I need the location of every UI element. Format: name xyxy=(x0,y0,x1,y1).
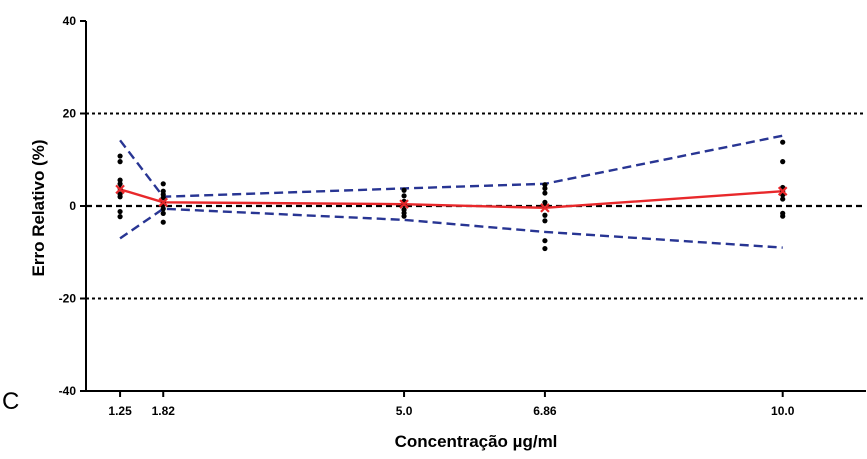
data-point-3-6 xyxy=(542,218,548,224)
panel-label: C xyxy=(2,388,19,415)
data-point-0-2 xyxy=(117,177,123,183)
mean-marker-2 xyxy=(399,199,409,209)
data-point-3-5 xyxy=(542,212,548,218)
x-tick-label-4: 10.0 xyxy=(771,404,795,418)
data-point-0-0 xyxy=(117,153,123,159)
mean-marker-0 xyxy=(115,184,125,195)
x-tick-label-3: 6.86 xyxy=(533,404,557,418)
data-point-0-8 xyxy=(117,214,123,220)
data-point-4-0 xyxy=(780,139,786,145)
data-point-3-8 xyxy=(542,245,548,252)
data-point-1-8 xyxy=(160,219,166,225)
y-tick-label-0: -40 xyxy=(59,384,77,398)
data-point-3-1 xyxy=(542,185,548,192)
data-point-1-3 xyxy=(160,195,166,201)
data-point-0-7 xyxy=(117,208,123,215)
series-line-upper xyxy=(119,134,783,198)
data-point-2-6 xyxy=(401,213,407,219)
x-tick-label-2: 5.0 xyxy=(396,404,413,418)
y-tick-label-4: 40 xyxy=(63,14,77,28)
data-point-1-6 xyxy=(160,206,166,212)
mean-marker-1 xyxy=(158,197,169,208)
data-point-3-2 xyxy=(542,190,548,196)
data-point-4-7 xyxy=(780,213,786,219)
data-point-4-1 xyxy=(780,159,786,165)
data-point-1-0 xyxy=(160,181,166,187)
x-tick-label-0: 1.25 xyxy=(108,404,132,418)
data-point-0-3 xyxy=(117,181,123,187)
x-tick-label-1: 1.82 xyxy=(152,404,176,418)
data-point-2-1 xyxy=(401,193,407,199)
y-tick-label-2: 0 xyxy=(69,199,76,213)
y-axis-title: Erro Relativo (%) xyxy=(29,140,48,277)
x-axis-title: Concentração µg/ml xyxy=(395,432,558,451)
series-line-lower xyxy=(119,207,783,249)
y-tick-label-3: 20 xyxy=(63,107,77,121)
data-point-2-0 xyxy=(401,187,407,193)
data-point-1-7 xyxy=(160,210,166,216)
data-point-3-7 xyxy=(542,238,548,244)
plot-area: -40 -20 0 20 40 1.25 1.82 5.0 6.86 10.0 xyxy=(59,14,866,418)
data-point-0-1 xyxy=(117,159,123,165)
data-point-3-0 xyxy=(542,182,548,188)
y-tick-label-1: -20 xyxy=(59,292,77,306)
data-point-4-5 xyxy=(780,196,786,202)
mean-marker-4 xyxy=(777,186,788,196)
mean-marker-3 xyxy=(540,203,550,213)
data-point-0-6 xyxy=(117,194,123,200)
data-point-3-3 xyxy=(542,199,548,205)
